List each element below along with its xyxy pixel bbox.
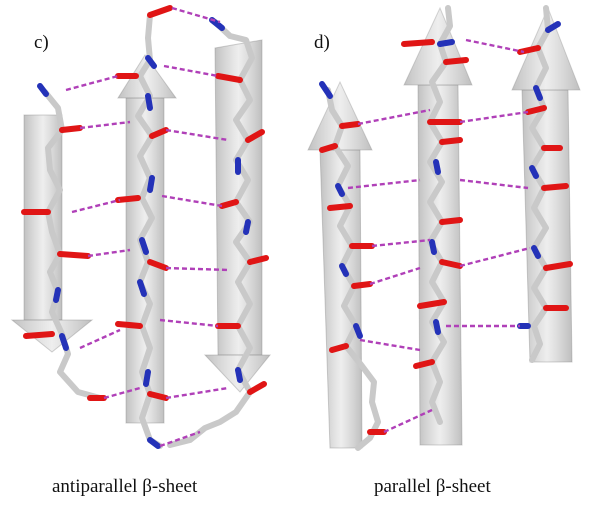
hydrogen-bonds-parallel (347, 38, 531, 434)
panel-antiparallel (10, 5, 272, 449)
backbone-strand-3 (167, 17, 269, 448)
caption-antiparallel: antiparallel β-sheet (52, 476, 198, 497)
backbone-strand-5 (401, 5, 469, 425)
ribbon-strand-3 (203, 39, 272, 393)
backbone-strand-4 (319, 81, 387, 451)
caption-parallel: parallel β-sheet (374, 476, 491, 497)
hydrogen-bonds-antiparallel (65, 6, 231, 448)
backbone-strand-6 (517, 5, 573, 363)
backbone-strand-1 (21, 83, 107, 401)
backbone-strand-2 (115, 5, 173, 449)
panel-parallel (307, 5, 581, 451)
ribbon-strand-4 (307, 80, 373, 449)
ribbon-strand-2 (117, 54, 177, 424)
panel-label-d: d) (314, 32, 330, 53)
panel-label-c: c) (34, 32, 49, 53)
